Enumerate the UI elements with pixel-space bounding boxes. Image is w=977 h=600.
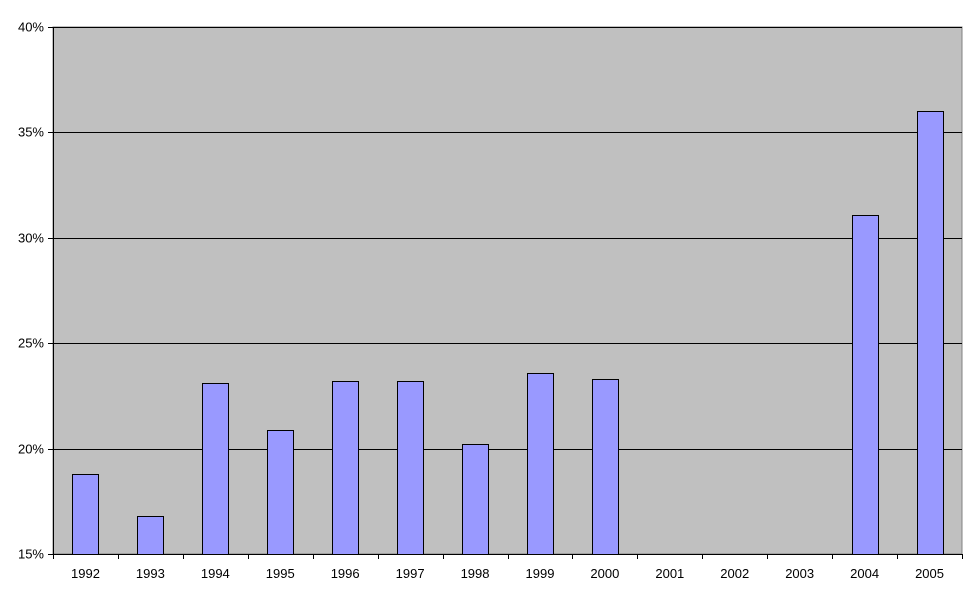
x-tick-label: 1996: [331, 566, 360, 581]
x-tick-label: 1993: [136, 566, 165, 581]
bar-2000: [592, 379, 619, 555]
y-tick-label: 20%: [18, 442, 44, 457]
x-tick-label: 1999: [526, 566, 555, 581]
x-tick-label: 1997: [396, 566, 425, 581]
x-tick-label: 1992: [71, 566, 100, 581]
bar-2005: [917, 111, 944, 555]
plot-area: [52, 26, 963, 555]
bars: [72, 111, 944, 555]
x-tick-label: 2004: [850, 566, 879, 581]
bar-1996: [332, 381, 359, 555]
y-tick-label: 25%: [18, 336, 44, 351]
bar-1992: [72, 474, 99, 555]
bar-1995: [267, 430, 294, 555]
y-axis-ticks: 15% 20% 25% 30% 35% 40%: [18, 20, 53, 562]
x-axis-ticks: 1992 1993 1994 1995 1996 1997 1998 1999 2000 2001…: [53, 554, 963, 581]
bar-2004: [852, 215, 879, 555]
bar-1997: [397, 381, 424, 555]
x-tick-label: 2001: [655, 566, 684, 581]
y-tick-label: 40%: [18, 20, 44, 35]
x-tick-label: 1995: [266, 566, 295, 581]
x-tick-label: 2005: [915, 566, 944, 581]
bar-1994: [202, 383, 229, 555]
y-tick-label: 15%: [18, 547, 44, 562]
x-tick-label: 1994: [201, 566, 230, 581]
y-tick-label: 30%: [18, 231, 44, 246]
x-tick-label: 2002: [720, 566, 749, 581]
bar-1993: [137, 516, 164, 555]
x-tick-label: 2003: [785, 566, 814, 581]
gridlines: [53, 27, 962, 450]
bar-1999: [527, 373, 554, 555]
x-tick-label: 2000: [590, 566, 619, 581]
axes: [53, 27, 962, 555]
y-tick-label: 35%: [18, 125, 44, 140]
x-tick-label: 1998: [461, 566, 490, 581]
bar-1998: [462, 444, 489, 555]
